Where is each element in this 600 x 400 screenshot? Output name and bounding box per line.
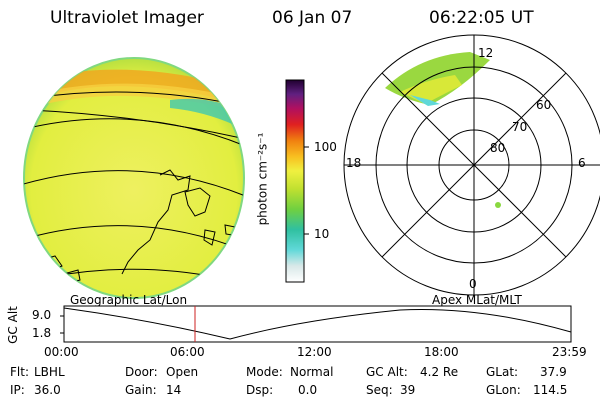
gcalt-value: 4.2 Re [420,365,459,379]
altitude-panel [60,305,572,343]
glon-value: 114.5 [533,383,568,397]
time-label: 06:22:05 UT [429,8,534,28]
geo-coords-title: Geographic Lat/Lon [70,293,188,307]
mlt-label-18: 18 [346,156,362,170]
colorbar-tick-100: 100 [314,140,337,154]
x-tick-1200: 12:00 [297,345,332,359]
y-tick-9: 9.0 [32,308,52,322]
ip-value: 36.0 [34,383,61,397]
flt-label: Flt: [10,365,29,379]
glat-value: 37.9 [540,365,567,379]
gain-label: Gain: [125,383,157,397]
glon-label: GLon: [486,383,521,397]
earth-image [23,57,245,299]
lat-label-70: 70 [512,120,528,134]
mode-value: Normal [290,365,334,379]
gain-value: 14 [166,383,182,397]
colorbar [285,79,309,283]
mode-label: Mode: [246,365,283,379]
mlt-label-12: 12 [478,46,494,60]
x-tick-0000: 00:00 [44,345,79,359]
seq-value: 39 [400,383,416,397]
x-tick-2359: 23:59 [552,345,587,359]
gcalt-label: GC Alt: [366,365,408,379]
ip-label: IP: [10,383,25,397]
y-tick-1-8: 1.8 [32,326,52,340]
x-tick-0600: 06:00 [170,345,205,359]
lat-label-80: 80 [490,141,506,155]
polar-plot [343,34,600,296]
lat-label-60: 60 [536,98,552,112]
colorbar-unit-label: photon cm⁻²s⁻¹ [255,132,270,226]
door-label: Door: [125,365,158,379]
gc-alt-axis-label: GC Alt [5,306,20,344]
x-tick-1800: 18:00 [424,345,459,359]
mlt-label-0: 0 [469,277,477,291]
mlt-label-6: 6 [578,156,586,170]
dsp-label: Dsp: [246,383,274,397]
flt-value: LBHL [34,365,65,379]
glat-label: GLat: [486,365,519,379]
app-title: Ultraviolet Imager [50,8,204,28]
seq-label: Seq: [366,383,393,397]
dsp-value: 0.0 [298,383,318,397]
date-label: 06 Jan 07 [272,8,353,28]
door-value: Open [166,365,199,379]
colorbar-tick-10: 10 [314,227,330,241]
apex-coords-title: Apex MLat/MLT [432,293,522,307]
